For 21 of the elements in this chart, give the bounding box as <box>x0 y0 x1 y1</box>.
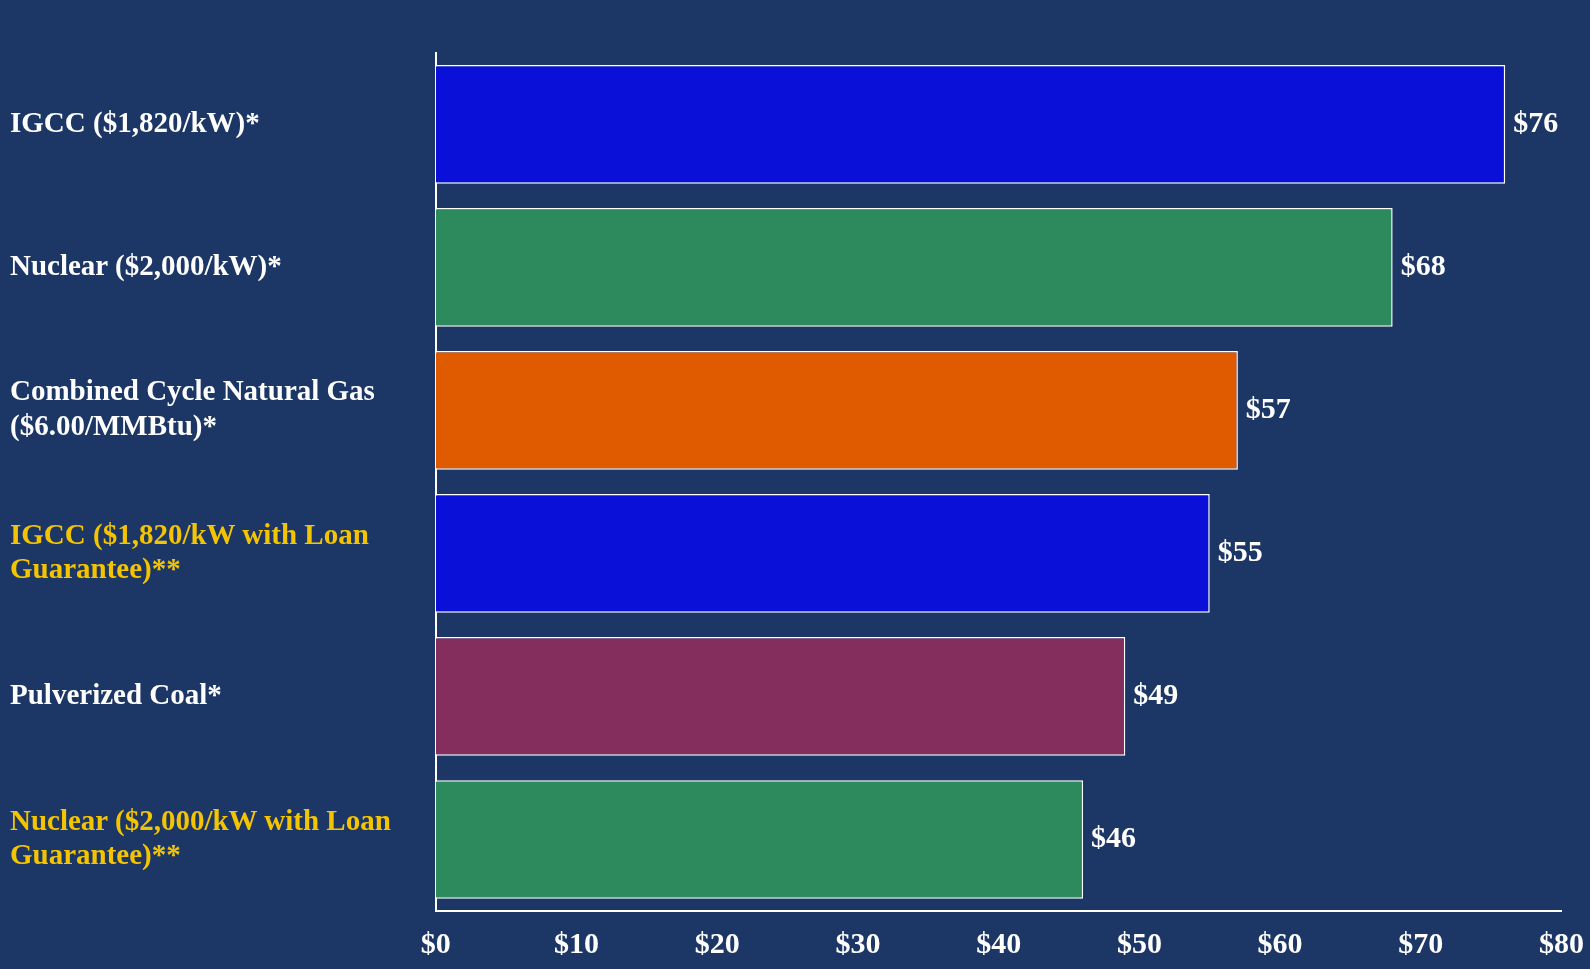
data-label: $46 <box>1091 820 1137 854</box>
x-tick-label: $70 <box>1398 925 1444 959</box>
y-tick-label: Nuclear ($2,000/kW with Loan Guarantee)** <box>10 803 391 872</box>
x-tick-label: $50 <box>1116 925 1162 959</box>
data-label: $55 <box>1217 534 1263 568</box>
data-label: $57 <box>1245 391 1291 425</box>
y-tick-label: Combined Cycle Natural Gas ($6.00/MMBtu)* <box>10 374 375 443</box>
y-tick-label: Nuclear ($2,000/kW)* <box>10 248 282 282</box>
x-tick-label: $30 <box>835 925 881 959</box>
data-label: $49 <box>1133 677 1179 711</box>
x-tick-label: $60 <box>1257 925 1303 959</box>
x-tick-label: $20 <box>694 925 740 959</box>
x-tick-label: $80 <box>1539 925 1584 959</box>
y-tick-label: IGCC ($1,820/kW)* <box>10 105 260 139</box>
y-tick-label: Pulverized Coal* <box>10 677 222 710</box>
y-tick-label: IGCC ($1,820/kW with Loan Guarantee)** <box>10 517 369 586</box>
x-tick-label: $10 <box>554 925 600 959</box>
x-tick-label: $40 <box>976 925 1022 959</box>
data-label: $76 <box>1513 105 1559 139</box>
data-label: $68 <box>1400 248 1446 282</box>
x-tick-label: $0 <box>420 925 451 959</box>
